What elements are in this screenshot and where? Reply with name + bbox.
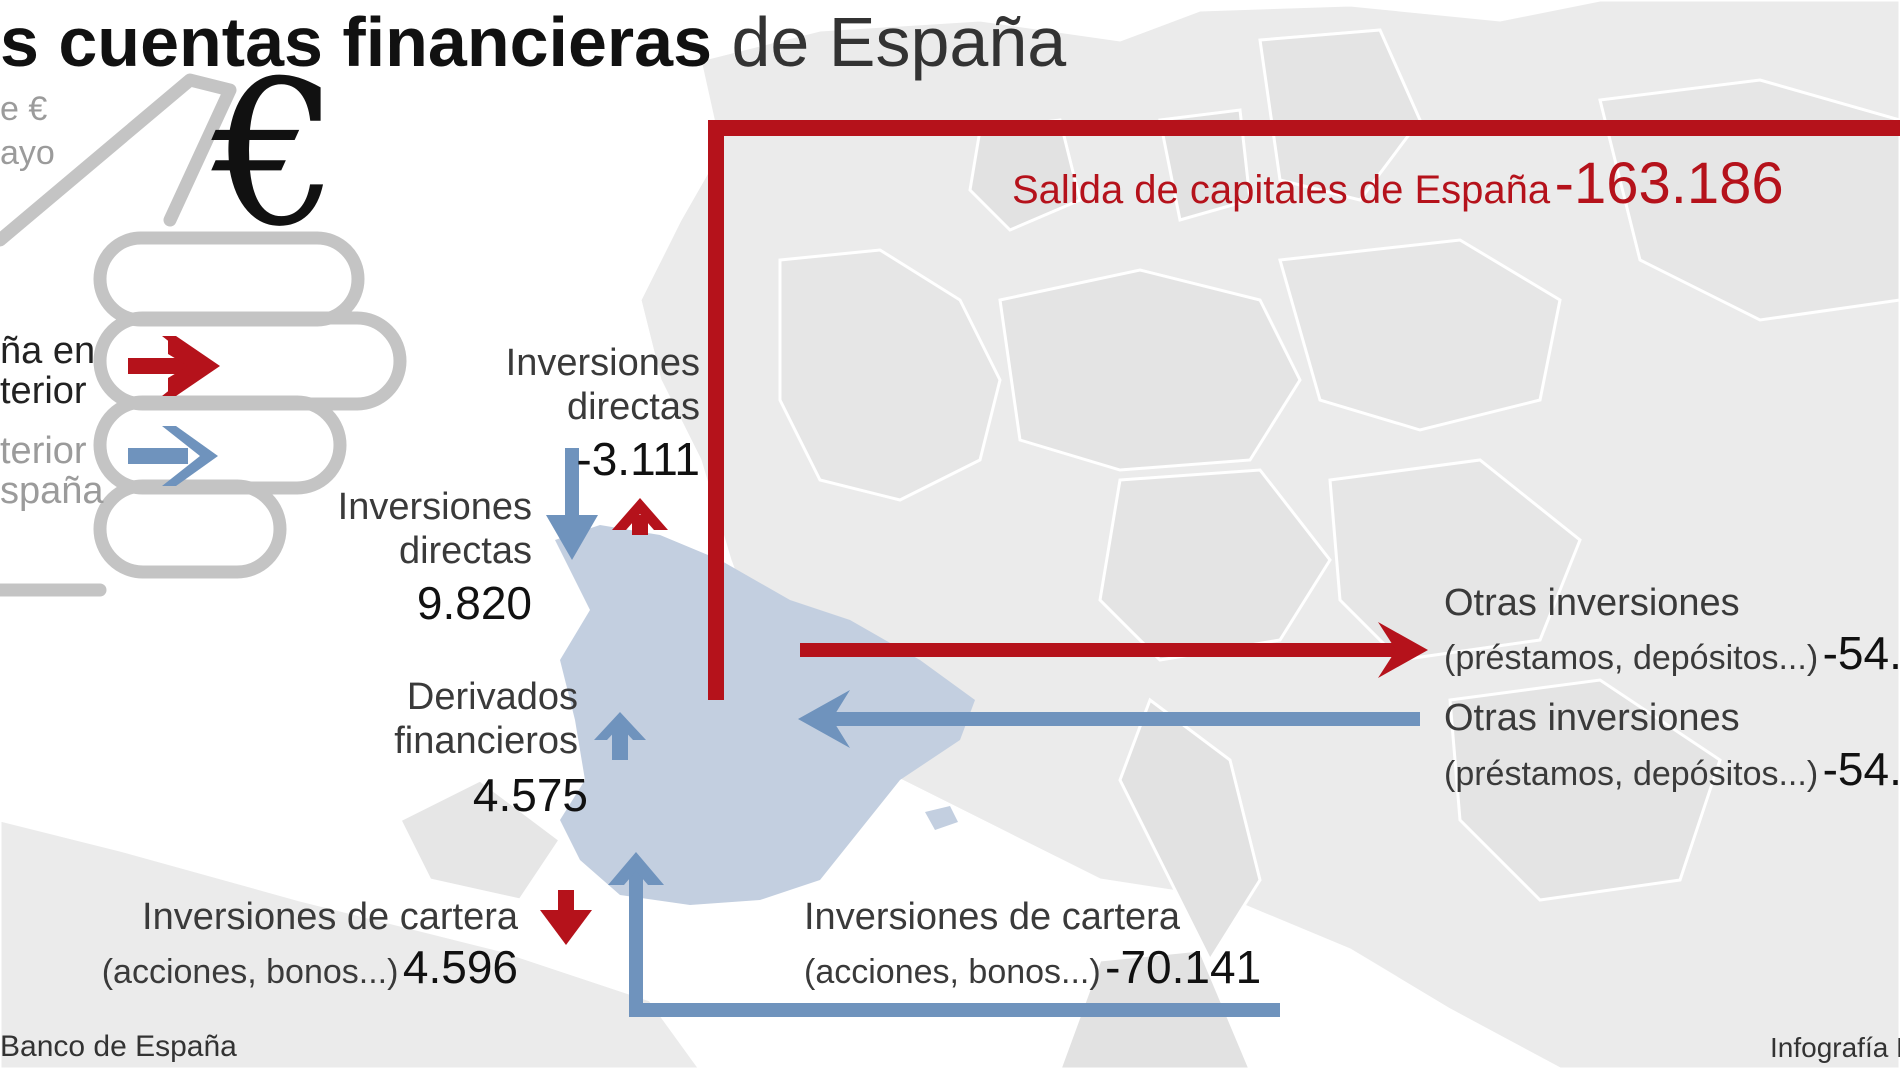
legend-inflow-arrow-icon bbox=[128, 426, 218, 486]
legend-outflow-arrow-icon bbox=[128, 336, 220, 396]
direct-out-line2: directas bbox=[566, 386, 700, 428]
hand-holding-euro-icon bbox=[0, 73, 407, 597]
title-light: de España bbox=[731, 3, 1067, 81]
legend-unit: e € bbox=[0, 90, 48, 128]
spain-shape bbox=[555, 525, 975, 905]
page-title: s cuentas financieras de España bbox=[0, 2, 1066, 82]
legend-date: ayo bbox=[0, 134, 55, 172]
total-outflow-label: Salida de capitales de España -163.186 bbox=[1012, 151, 1784, 216]
derivatives-value: 4.575 bbox=[472, 769, 588, 821]
capital-outflow-bracket bbox=[708, 120, 1900, 700]
portfolio-outflow-arrow-icon bbox=[540, 890, 592, 945]
legend-out-line1: ña en bbox=[0, 330, 96, 372]
portfolio-right-line2: (acciones, bonos...) -70.141 bbox=[804, 941, 1262, 993]
title-bold: s cuentas financieras bbox=[0, 3, 712, 81]
other-out-line1: Otras inversiones bbox=[1444, 582, 1740, 624]
derivatives-line1: Derivados bbox=[406, 676, 578, 718]
other-investment-inflow-arrow bbox=[798, 690, 1420, 748]
other-in-line2: (préstamos, depósitos...) -54.1 bbox=[1444, 743, 1900, 795]
direct-in-value: 9.820 bbox=[416, 577, 532, 629]
infographic-credit: Infografía L bbox=[1770, 1032, 1900, 1063]
portfolio-left-line2: (acciones, bonos...) 4.596 bbox=[101, 941, 518, 993]
other-investment-outflow-arrow bbox=[800, 622, 1428, 678]
legend-out-line2: terior bbox=[0, 370, 87, 412]
other-in-line1: Otras inversiones bbox=[1444, 697, 1740, 739]
portfolio-right-line1: Inversiones de cartera bbox=[804, 896, 1180, 938]
derivatives-arrow-icon bbox=[594, 712, 646, 760]
direct-investment-outflow-arrow-icon bbox=[612, 498, 668, 535]
balearic-island bbox=[925, 806, 958, 830]
portfolio-left-line1: Inversiones de cartera bbox=[142, 896, 518, 938]
legend-in-line1: terior bbox=[0, 430, 87, 472]
portfolio-inflow-arrow bbox=[608, 852, 1280, 1017]
legend-in-line2: spaña bbox=[0, 470, 104, 512]
direct-investment-inflow-arrow-icon bbox=[546, 448, 598, 560]
direct-in-line2: directas bbox=[398, 530, 532, 572]
direct-out-value: -3.111 bbox=[576, 433, 700, 485]
direct-in-line1: Inversiones bbox=[337, 486, 532, 528]
derivatives-line2: financieros bbox=[394, 720, 578, 762]
direct-out-line1: Inversiones bbox=[505, 342, 700, 384]
euro-symbol: € bbox=[212, 38, 340, 271]
other-out-line2: (préstamos, depósitos...) -54.7 bbox=[1444, 627, 1900, 679]
source-credit: Banco de España bbox=[0, 1030, 237, 1063]
